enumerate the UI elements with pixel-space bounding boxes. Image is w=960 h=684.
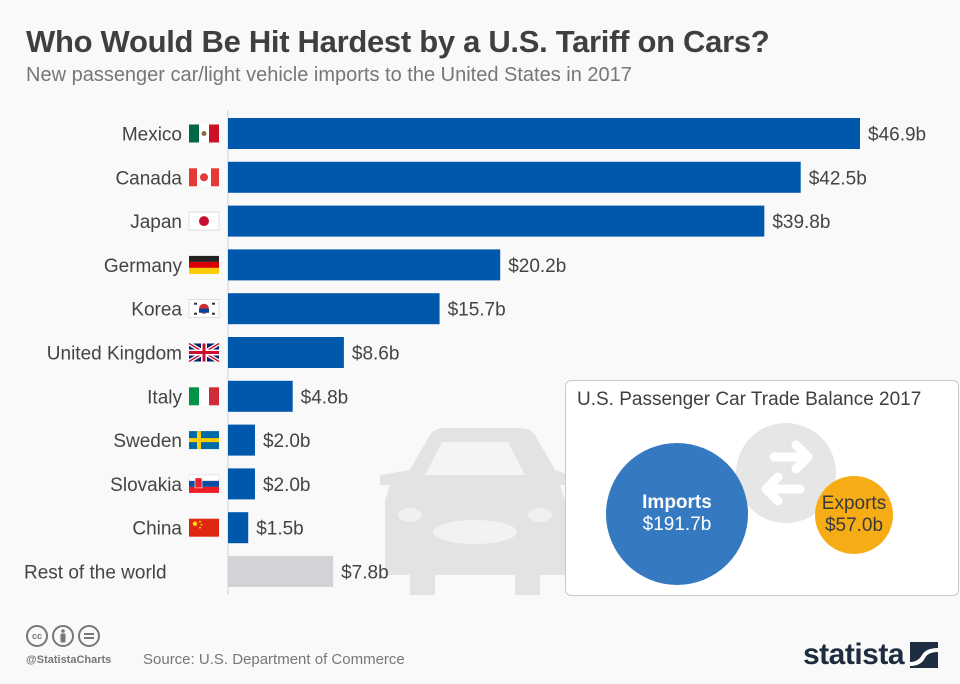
trade-balance-title: U.S. Passenger Car Trade Balance 2017: [577, 389, 922, 410]
value-label: $20.2b: [508, 256, 566, 277]
attribution-icon: [52, 625, 74, 647]
germany-flag-icon: [189, 255, 219, 274]
value-label: $2.0b: [263, 475, 311, 496]
chart-title: Who Would Be Hit Hardest by a U.S. Tarif…: [26, 24, 770, 59]
value-label: $2.0b: [263, 431, 311, 452]
statista-mark-icon: [910, 642, 939, 668]
value-label: $39.8b: [772, 212, 830, 233]
korea-flag-icon: [188, 299, 220, 319]
value-label: $1.5b: [256, 519, 304, 540]
bar-germany: [228, 249, 501, 281]
uk-flag-icon: [187, 341, 221, 364]
no-derivatives-icon: [78, 625, 100, 647]
value-label: $8.6b: [352, 344, 400, 365]
source-note: Source: U.S. Department of Commerce: [143, 651, 405, 668]
license-icons: cc: [26, 625, 100, 647]
category-label: Japan: [130, 212, 182, 233]
category-label: Italy: [147, 387, 182, 408]
exports-label: Exports: [821, 493, 887, 514]
category-label: Rest of the world: [24, 563, 167, 584]
statista-wordmark: statista: [803, 638, 905, 671]
category-label: Slovakia: [110, 475, 182, 496]
imports-value: $191.7b: [642, 514, 712, 535]
category-label: United Kingdom: [47, 344, 182, 365]
bar-slovakia: [228, 468, 255, 500]
bar-rest-of-the-world: [228, 556, 334, 587]
value-label: $7.8b: [341, 563, 389, 584]
trade-balance-panel: U.S. Passenger Car Trade Balance 2017 Im…: [565, 380, 959, 596]
value-label: $46.9b: [868, 125, 926, 146]
exports-bubble: Exports $57.0b: [815, 476, 893, 554]
twitter-handle[interactable]: @StatistaCharts: [26, 654, 112, 666]
car-silhouette-icon: [380, 428, 570, 595]
mexico-flag-icon: [189, 124, 219, 143]
category-label: Canada: [115, 168, 182, 189]
japan-flag-icon: [188, 211, 220, 231]
bar-sweden: [228, 424, 255, 456]
category-label: Sweden: [113, 431, 182, 452]
bar-chart: $46.9b Mexico $42.5b Canada $39.8b Japan $20.2…: [24, 110, 926, 595]
category-label: Korea: [131, 300, 182, 321]
bar-italy: [228, 380, 293, 412]
statista-logo[interactable]: statista: [803, 638, 939, 672]
bar-korea: [228, 293, 440, 325]
bar-canada: [228, 161, 801, 193]
slovakia-flag-icon: [188, 474, 220, 493]
sweden-flag-icon: [189, 431, 219, 450]
bar-japan: [228, 205, 765, 237]
imports-label: Imports: [642, 492, 712, 513]
bar-mexico: [228, 118, 860, 149]
italy-flag-icon: [189, 387, 219, 406]
imports-bubble: Imports $191.7b: [606, 443, 748, 585]
value-label: $15.7b: [448, 300, 506, 321]
value-label: $42.5b: [809, 168, 867, 189]
category-label: China: [132, 519, 182, 540]
cc-icon: cc: [26, 625, 48, 647]
bar-united-kingdom: [228, 337, 344, 368]
value-label: $4.8b: [301, 387, 349, 408]
chart-subtitle: New passenger car/light vehicle imports …: [26, 64, 632, 86]
category-label: Mexico: [122, 125, 182, 146]
canada-flag-icon: [189, 168, 219, 187]
bar-china: [228, 512, 249, 544]
exports-value: $57.0b: [824, 515, 884, 536]
category-label: Germany: [104, 256, 183, 277]
china-flag-icon: [189, 518, 219, 537]
